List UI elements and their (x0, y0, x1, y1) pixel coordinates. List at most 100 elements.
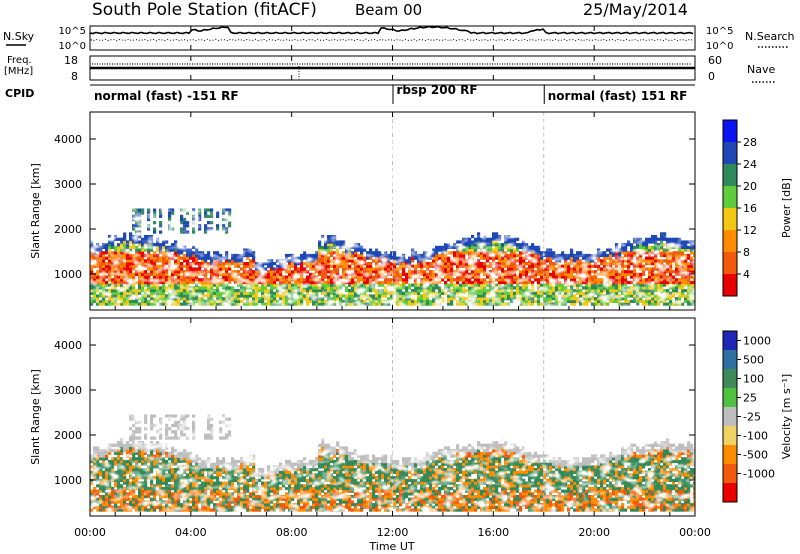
scatter-cell (462, 278, 466, 282)
scatter-cell (132, 433, 136, 437)
scatter-cell (525, 248, 529, 252)
scatter-cell (366, 270, 370, 274)
scatter-cell (204, 459, 208, 464)
scatter-cell (225, 286, 229, 290)
scatter-cell (210, 492, 214, 496)
scatter-cell (189, 275, 193, 279)
scatter-cell (375, 275, 379, 279)
scatter-cell (489, 240, 493, 244)
scatter-cell (648, 256, 652, 260)
scatter-cell (219, 503, 223, 507)
scatter-cell (183, 253, 187, 258)
scatter-cell (177, 297, 181, 301)
scatter-cell (267, 297, 271, 301)
scatter-cell (105, 264, 109, 268)
scatter-cell (309, 272, 313, 276)
scatter-cell (219, 267, 223, 271)
scatter-cell (309, 275, 313, 279)
scatter-cell (192, 459, 196, 464)
scatter-cell (579, 270, 583, 274)
scatter-cell (267, 278, 271, 282)
scatter-cell (339, 294, 343, 298)
scatter-cell (345, 248, 349, 252)
scatter-cell (333, 278, 337, 282)
scatter-cell (576, 251, 580, 255)
colorbar-tick-label: 20 (743, 180, 757, 193)
scatter-cell (210, 484, 214, 488)
scatter-cell (477, 237, 481, 241)
scatter-cell (126, 264, 130, 268)
scatter-cell (150, 264, 154, 268)
scatter-cell (300, 278, 304, 282)
scatter-cell (387, 291, 391, 295)
scatter-cell (147, 240, 151, 244)
scatter-cell (522, 245, 526, 249)
scatter-cell (96, 457, 100, 461)
scatter-cell (285, 256, 289, 260)
scatter-cell (522, 248, 526, 252)
scatter-cell (414, 256, 418, 260)
scatter-cell (369, 264, 373, 268)
scatter-cell (129, 240, 133, 244)
scatter-cell (114, 272, 118, 276)
scatter-cell (471, 275, 475, 279)
scatter-cell (333, 294, 337, 298)
scatter-cell (144, 468, 148, 472)
scatter-cell (246, 275, 250, 279)
scatter-cell (489, 286, 493, 290)
scatter-cell (633, 283, 637, 287)
scatter-cell (684, 283, 688, 287)
scatter-cell (159, 420, 163, 424)
scatter-cell (132, 414, 136, 418)
scatter-cell (150, 235, 154, 239)
scatter-cell (168, 297, 172, 301)
scatter-cell (522, 280, 526, 285)
scatter-cell (561, 294, 565, 298)
scatter-cell (327, 286, 331, 290)
scatter-cell (336, 294, 340, 298)
scatter-cell (138, 221, 142, 225)
scatter-cell (534, 291, 538, 295)
scatter-cell (195, 459, 199, 464)
scatter-cell (372, 275, 376, 279)
scatter-cell (282, 280, 286, 285)
scatter-cell (129, 299, 133, 303)
scatter-cell (165, 259, 169, 263)
scatter-cell (423, 286, 427, 290)
scatter-cell (90, 289, 94, 293)
scatter-cell (444, 270, 448, 274)
scatter-cell (150, 297, 154, 301)
scatter-cell (522, 262, 526, 266)
colorbar-swatch (723, 252, 737, 275)
scatter-cell (501, 256, 505, 260)
scatter-cell (330, 248, 334, 252)
scatter-cell (468, 272, 472, 276)
scatter-cell (384, 299, 388, 303)
scatter-cell (138, 283, 142, 287)
scatter-cell (393, 256, 397, 260)
scatter-cell (243, 294, 247, 298)
scatter-cell (672, 286, 676, 290)
scatter-cell (126, 503, 130, 507)
scatter-cell (594, 299, 598, 303)
scatter-cell (114, 476, 118, 480)
scatter-cell (627, 291, 631, 295)
scatter-cell (354, 270, 358, 274)
scatter-cell (693, 267, 695, 271)
scatter-cell (174, 420, 178, 424)
scatter-cell (390, 262, 394, 266)
scatter-cell (615, 256, 619, 260)
scatter-cell (291, 275, 295, 279)
scatter-cell (474, 272, 478, 276)
scatter-cell (120, 297, 124, 301)
scatter-cell (651, 289, 655, 293)
scatter-cell (420, 289, 424, 293)
scatter-cell (228, 294, 232, 298)
scatter-cell (522, 270, 526, 274)
scatter-cell (177, 420, 181, 424)
scatter-cell (606, 294, 610, 298)
scatter-cell (498, 248, 502, 252)
scatter-cell (408, 302, 412, 306)
scatter-cell (108, 253, 112, 258)
scatter-cell (108, 251, 112, 255)
